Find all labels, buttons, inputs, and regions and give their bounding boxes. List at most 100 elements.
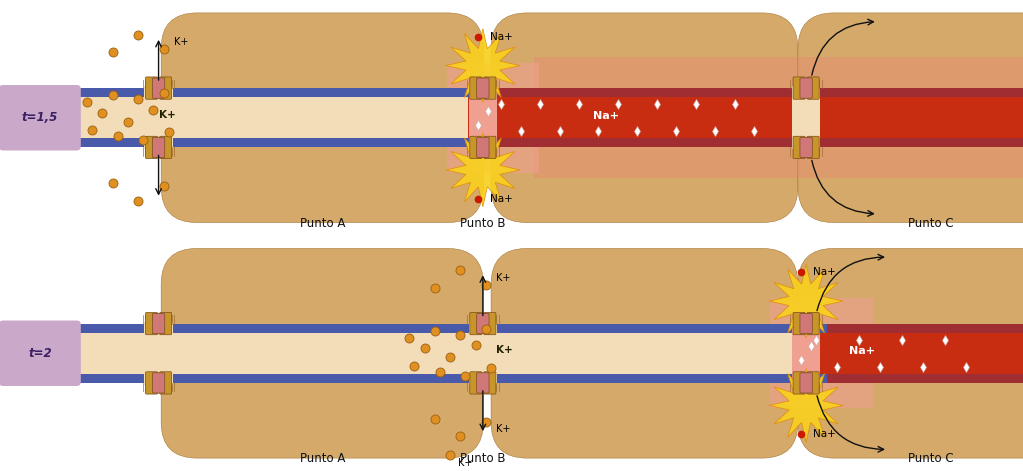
Bar [447, 63, 539, 173]
FancyBboxPatch shape [0, 85, 81, 151]
FancyBboxPatch shape [820, 262, 1023, 444]
FancyBboxPatch shape [561, 296, 728, 411]
FancyBboxPatch shape [798, 248, 1023, 458]
Text: Punto B: Punto B [460, 217, 505, 230]
Text: Punto A: Punto A [300, 452, 345, 465]
FancyBboxPatch shape [849, 46, 1023, 189]
FancyBboxPatch shape [152, 137, 165, 158]
FancyBboxPatch shape [233, 296, 411, 411]
FancyBboxPatch shape [212, 46, 433, 189]
FancyBboxPatch shape [233, 60, 411, 175]
FancyBboxPatch shape [205, 41, 440, 195]
FancyBboxPatch shape [477, 78, 489, 98]
Bar [0, 88, 1023, 97]
FancyBboxPatch shape [798, 13, 1023, 223]
FancyBboxPatch shape [800, 137, 812, 158]
FancyBboxPatch shape [145, 372, 158, 394]
FancyBboxPatch shape [212, 282, 433, 425]
FancyBboxPatch shape [162, 13, 484, 223]
FancyBboxPatch shape [519, 267, 770, 439]
Text: K+: K+ [159, 110, 175, 120]
FancyBboxPatch shape [477, 313, 489, 334]
FancyBboxPatch shape [828, 267, 1023, 439]
FancyBboxPatch shape [553, 291, 736, 415]
FancyBboxPatch shape [169, 17, 476, 218]
FancyBboxPatch shape [533, 41, 757, 195]
FancyBboxPatch shape [849, 282, 1023, 425]
FancyBboxPatch shape [842, 276, 1023, 430]
FancyBboxPatch shape [470, 372, 482, 394]
Bar [534, 57, 1023, 178]
FancyBboxPatch shape [807, 136, 819, 159]
FancyBboxPatch shape [800, 373, 812, 393]
FancyBboxPatch shape [183, 27, 461, 209]
FancyBboxPatch shape [219, 51, 426, 185]
FancyBboxPatch shape [162, 248, 484, 458]
FancyBboxPatch shape [197, 36, 447, 199]
FancyBboxPatch shape [491, 13, 798, 223]
FancyBboxPatch shape [842, 41, 1023, 195]
FancyBboxPatch shape [190, 267, 454, 439]
Text: K+: K+ [496, 345, 513, 355]
FancyBboxPatch shape [546, 51, 743, 185]
FancyBboxPatch shape [807, 372, 819, 394]
FancyBboxPatch shape [205, 276, 440, 430]
FancyBboxPatch shape [539, 46, 750, 189]
FancyBboxPatch shape [470, 77, 482, 99]
Text: Na+: Na+ [849, 346, 876, 356]
FancyBboxPatch shape [152, 313, 165, 334]
FancyBboxPatch shape [857, 51, 1023, 185]
FancyBboxPatch shape [857, 286, 1023, 420]
FancyBboxPatch shape [470, 312, 482, 335]
Bar [796, 333, 1023, 374]
FancyBboxPatch shape [226, 291, 418, 415]
FancyBboxPatch shape [160, 136, 172, 159]
Text: Punto C: Punto C [908, 452, 953, 465]
FancyBboxPatch shape [0, 320, 81, 386]
Polygon shape [446, 133, 520, 207]
Text: Punto A: Punto A [300, 217, 345, 230]
Text: Punto B: Punto B [460, 452, 505, 465]
FancyBboxPatch shape [169, 253, 476, 454]
FancyBboxPatch shape [152, 78, 165, 98]
Text: Na+: Na+ [592, 111, 619, 121]
Text: K+: K+ [496, 273, 510, 283]
Bar [144, 322, 173, 385]
FancyBboxPatch shape [539, 282, 750, 425]
Bar [498, 88, 1023, 97]
FancyBboxPatch shape [793, 372, 805, 394]
FancyBboxPatch shape [484, 372, 496, 394]
FancyBboxPatch shape [793, 312, 805, 335]
FancyBboxPatch shape [484, 312, 496, 335]
FancyBboxPatch shape [145, 77, 158, 99]
FancyBboxPatch shape [498, 17, 791, 218]
FancyBboxPatch shape [872, 60, 1023, 175]
Text: Na+: Na+ [490, 32, 513, 42]
Text: Punto C: Punto C [908, 217, 953, 230]
FancyBboxPatch shape [477, 137, 489, 158]
Polygon shape [769, 368, 843, 442]
Text: Na+: Na+ [813, 429, 836, 439]
Bar [770, 298, 873, 408]
FancyBboxPatch shape [793, 77, 805, 99]
FancyBboxPatch shape [226, 56, 418, 180]
Text: Na+: Na+ [490, 194, 513, 203]
FancyBboxPatch shape [484, 77, 496, 99]
FancyBboxPatch shape [145, 312, 158, 335]
FancyBboxPatch shape [176, 258, 469, 449]
FancyBboxPatch shape [160, 312, 172, 335]
FancyBboxPatch shape [160, 77, 172, 99]
FancyBboxPatch shape [805, 253, 1023, 454]
Bar [0, 88, 1023, 147]
Bar [827, 324, 1023, 333]
Bar [0, 324, 1023, 383]
Text: K+: K+ [496, 424, 510, 434]
FancyBboxPatch shape [152, 373, 165, 393]
FancyBboxPatch shape [835, 272, 1023, 435]
FancyBboxPatch shape [470, 136, 482, 159]
Bar [827, 374, 1023, 383]
FancyBboxPatch shape [807, 77, 819, 99]
FancyBboxPatch shape [812, 22, 1023, 213]
FancyBboxPatch shape [512, 262, 777, 444]
FancyBboxPatch shape [145, 136, 158, 159]
